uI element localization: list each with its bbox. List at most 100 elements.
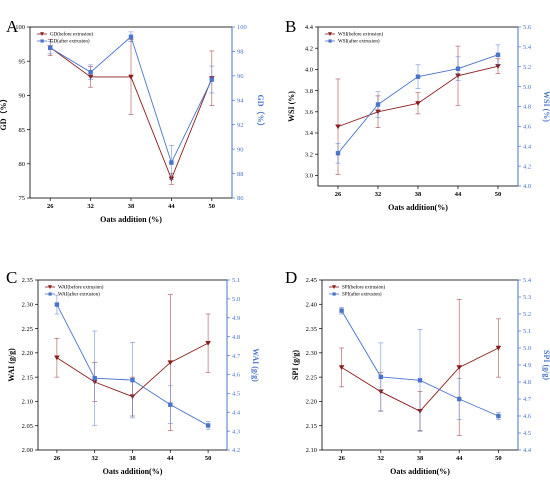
y-right-tick-label: 4.4 bbox=[232, 409, 241, 416]
y-right-axis-title: GD（%） bbox=[256, 95, 266, 131]
y-right-tick-label: 4.8 bbox=[523, 104, 531, 111]
x-tick-label: 26 bbox=[54, 455, 61, 462]
y-right-tick-label: 4.4 bbox=[523, 447, 532, 454]
y-right-tick-label: 4.8 bbox=[523, 379, 531, 386]
y-left-tick-label: 95 bbox=[19, 58, 26, 65]
x-tick-label: 26 bbox=[47, 203, 54, 210]
x-tick-label: 38 bbox=[415, 191, 422, 198]
y-right-tick-label: 5.4 bbox=[523, 277, 532, 284]
y-right-tick-label: 92 bbox=[237, 122, 244, 129]
y-left-axis-title: GD（%） bbox=[0, 95, 8, 131]
x-tick-label: 32 bbox=[375, 191, 382, 198]
y-right-tick-label: 94 bbox=[237, 97, 244, 104]
legend-label: WSI(before extrusion) bbox=[338, 33, 383, 38]
x-tick-label: 44 bbox=[455, 191, 462, 198]
data-point-triangle bbox=[205, 340, 211, 346]
y-right-tick-label: 5.4 bbox=[523, 44, 532, 51]
y-left-tick-label: 80 bbox=[19, 161, 26, 168]
legend-label: SPI(after extrusion) bbox=[342, 293, 382, 298]
y-right-tick-label: 4.9 bbox=[232, 315, 240, 322]
y-left-tick-label: 100 bbox=[15, 24, 25, 31]
y-right-tick-label: 5.1 bbox=[523, 328, 531, 335]
x-tick-label: 32 bbox=[87, 203, 94, 210]
y-left-tick-label: 90 bbox=[19, 93, 26, 100]
x-tick-label: 44 bbox=[167, 455, 174, 462]
data-point-triangle bbox=[495, 64, 501, 69]
data-point-square bbox=[455, 66, 461, 71]
y-right-tick-label: 5.3 bbox=[523, 294, 531, 301]
legend-marker bbox=[332, 285, 336, 289]
y-right-tick-label: 5.2 bbox=[523, 64, 531, 71]
legend-marker bbox=[328, 32, 332, 36]
y-left-tick-label: 2.40 bbox=[306, 301, 317, 308]
x-axis-title: Oats addition(%) bbox=[103, 467, 163, 476]
data-point-square bbox=[496, 413, 501, 419]
y-left-axis-title: WSI (%) bbox=[287, 91, 296, 122]
data-point-triangle bbox=[54, 355, 60, 361]
y-right-tick-label: 4.5 bbox=[523, 430, 531, 437]
data-point-square bbox=[339, 308, 344, 313]
legend-marker bbox=[48, 292, 52, 296]
y-right-tick-label: 98 bbox=[237, 49, 244, 56]
x-tick-label: 38 bbox=[417, 455, 424, 462]
data-point-triangle bbox=[415, 101, 421, 106]
y-right-axis-title: WAI (g/g) bbox=[251, 348, 260, 382]
legend-label: GD(after extrusion) bbox=[50, 40, 90, 45]
legend-label: WAI(after extrusion) bbox=[58, 293, 100, 298]
panel-letter: D bbox=[285, 268, 297, 287]
y-right-tick-label: 5.1 bbox=[232, 277, 240, 284]
data-point-square bbox=[205, 423, 211, 428]
legend-marker bbox=[48, 285, 52, 289]
x-tick-label: 50 bbox=[495, 455, 502, 462]
x-tick-label: 50 bbox=[209, 203, 216, 210]
y-right-tick-label: 5.0 bbox=[523, 84, 531, 91]
y-left-tick-label: 2.25 bbox=[22, 326, 33, 333]
y-left-tick-label: 4.0 bbox=[305, 67, 313, 74]
y-left-tick-label: 2.35 bbox=[22, 277, 33, 284]
y-left-tick-label: 3.2 bbox=[305, 151, 313, 158]
y-right-tick-label: 100 bbox=[237, 24, 247, 31]
data-point-square bbox=[92, 376, 97, 381]
y-left-tick-label: 2.35 bbox=[306, 326, 317, 333]
y-left-tick-label: 3.4 bbox=[305, 130, 314, 137]
x-axis-title: Oats addition(%) bbox=[390, 467, 450, 476]
y-left-tick-label: 4.2 bbox=[305, 45, 313, 52]
y-right-tick-label: 4.8 bbox=[232, 334, 240, 341]
y-right-tick-label: 4.6 bbox=[523, 413, 532, 420]
y-right-tick-label: 4.2 bbox=[523, 163, 531, 170]
y-left-tick-label: 2.05 bbox=[22, 423, 33, 430]
y-right-tick-label: 88 bbox=[237, 171, 244, 178]
data-point-square bbox=[88, 69, 93, 75]
x-tick-label: 44 bbox=[168, 203, 175, 210]
y-left-axis-title: WAI (g/g) bbox=[7, 348, 16, 382]
y-right-tick-label: 4.7 bbox=[523, 396, 532, 403]
panel-letter: C bbox=[6, 268, 17, 287]
y-left-tick-label: 75 bbox=[19, 195, 26, 202]
data-point-square bbox=[54, 302, 60, 307]
y-right-axis-title: SPI (g/g) bbox=[542, 350, 550, 380]
data-point-triangle bbox=[128, 74, 134, 80]
data-point-square bbox=[415, 74, 421, 79]
x-tick-label: 50 bbox=[495, 191, 502, 198]
x-tick-label: 26 bbox=[335, 191, 342, 198]
y-left-tick-label: 2.00 bbox=[22, 447, 33, 454]
y-right-tick-label: 4.9 bbox=[523, 362, 531, 369]
y-right-tick-label: 86 bbox=[237, 195, 244, 202]
data-point-triangle bbox=[167, 360, 174, 366]
y-right-tick-label: 4.0 bbox=[523, 183, 531, 190]
y-right-tick-label: 4.6 bbox=[232, 372, 241, 379]
y-left-tick-label: 3.0 bbox=[305, 173, 313, 180]
data-point-square bbox=[168, 402, 173, 407]
data-point-triangle bbox=[495, 345, 502, 351]
legend-marker bbox=[328, 39, 332, 43]
panel-d: D 26 32 38 44 50 2.10 2.15 2.20 2.25 2.30 2.35 2.40 2… bbox=[285, 268, 550, 476]
data-point-square bbox=[209, 77, 214, 82]
data-point-triangle bbox=[338, 365, 345, 371]
y-right-tick-label: 5.2 bbox=[523, 311, 531, 318]
data-point-square bbox=[375, 102, 381, 107]
y-right-tick-label: 5.0 bbox=[523, 345, 531, 352]
x-tick-label: 26 bbox=[338, 455, 345, 462]
data-point-square bbox=[48, 45, 53, 50]
data-point-square bbox=[130, 377, 135, 383]
y-right-tick-label: 4.6 bbox=[523, 124, 532, 131]
